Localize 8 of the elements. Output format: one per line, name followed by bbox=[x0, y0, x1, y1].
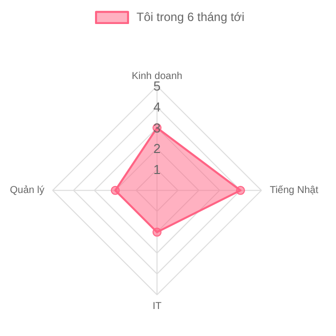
y-tick-label: 2 bbox=[153, 141, 161, 156]
legend-label: Tôi trong 6 tháng tới bbox=[136, 10, 244, 24]
y-tick-label: 1 bbox=[153, 162, 161, 178]
y-tick-label: 4 bbox=[153, 99, 161, 114]
y-tick-label: 3 bbox=[153, 120, 161, 136]
spoke-label: IT bbox=[152, 301, 162, 312]
spoke-label: Quản lý bbox=[10, 184, 44, 196]
spoke-label: Tiếng Nhật bbox=[270, 184, 318, 196]
